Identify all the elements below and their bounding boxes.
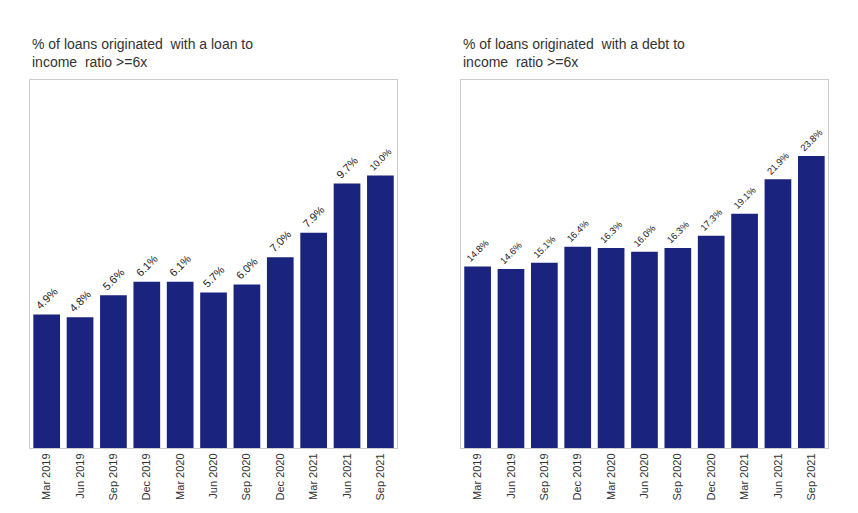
svg-text:Dec 2020: Dec 2020: [274, 453, 286, 500]
svg-text:Sep 2019: Sep 2019: [107, 453, 119, 500]
svg-text:6.0%: 6.0%: [234, 255, 260, 281]
svg-text:Sep 2021: Sep 2021: [374, 453, 386, 500]
svg-text:9.7%: 9.7%: [334, 154, 360, 180]
svg-text:6.1%: 6.1%: [167, 252, 193, 278]
svg-text:16.4%: 16.4%: [565, 218, 591, 244]
svg-text:Sep 2020: Sep 2020: [671, 453, 683, 500]
svg-text:4.8%: 4.8%: [67, 288, 93, 314]
svg-text:Jun 2019: Jun 2019: [505, 453, 517, 498]
svg-text:14.6%: 14.6%: [498, 240, 524, 266]
svg-text:Sep 2020: Sep 2020: [240, 453, 252, 500]
svg-text:Mar 2021: Mar 2021: [307, 453, 319, 499]
svg-text:Jun 2021: Jun 2021: [341, 453, 353, 498]
svg-text:21.9%: 21.9%: [765, 151, 791, 177]
svg-text:4.9%: 4.9%: [34, 285, 60, 311]
svg-text:7.9%: 7.9%: [300, 203, 326, 229]
svg-text:Mar 2020: Mar 2020: [605, 453, 617, 499]
svg-text:% of loans originated with a: % of loans originated with a debt toinco…: [463, 36, 685, 70]
svg-text:% of loans originated with a: % of loans originated with a loan toinco…: [32, 36, 253, 70]
svg-text:17.3%: 17.3%: [699, 207, 725, 233]
svg-text:10.0%: 10.0%: [368, 147, 394, 173]
svg-text:Jun 2019: Jun 2019: [74, 453, 86, 498]
svg-text:Mar 2021: Mar 2021: [738, 453, 750, 499]
svg-text:16.3%: 16.3%: [665, 219, 691, 245]
svg-text:Jun 2020: Jun 2020: [638, 453, 650, 498]
svg-text:15.1%: 15.1%: [532, 234, 558, 260]
svg-text:Dec 2019: Dec 2019: [140, 453, 152, 500]
svg-text:Dec 2020: Dec 2020: [705, 453, 717, 500]
svg-text:23.8%: 23.8%: [799, 127, 825, 153]
svg-text:Jun 2020: Jun 2020: [207, 453, 219, 498]
svg-text:Jun 2021: Jun 2021: [772, 453, 784, 498]
svg-text:Mar 2019: Mar 2019: [40, 453, 52, 499]
svg-text:5.7%: 5.7%: [200, 263, 226, 289]
svg-text:5.6%: 5.6%: [100, 266, 126, 292]
svg-text:Dec 2019: Dec 2019: [571, 453, 583, 500]
svg-text:Sep 2019: Sep 2019: [538, 453, 550, 500]
svg-text:14.8%: 14.8%: [465, 238, 491, 264]
svg-text:6.1%: 6.1%: [134, 252, 160, 278]
svg-text:Mar 2020: Mar 2020: [174, 453, 186, 499]
svg-text:Mar 2019: Mar 2019: [471, 453, 483, 499]
svg-text:7.0%: 7.0%: [267, 228, 293, 254]
svg-text:Sep 2021: Sep 2021: [805, 453, 817, 500]
svg-text:19.1%: 19.1%: [732, 185, 758, 211]
svg-text:16.0%: 16.0%: [632, 223, 658, 249]
svg-text:16.3%: 16.3%: [598, 219, 624, 245]
